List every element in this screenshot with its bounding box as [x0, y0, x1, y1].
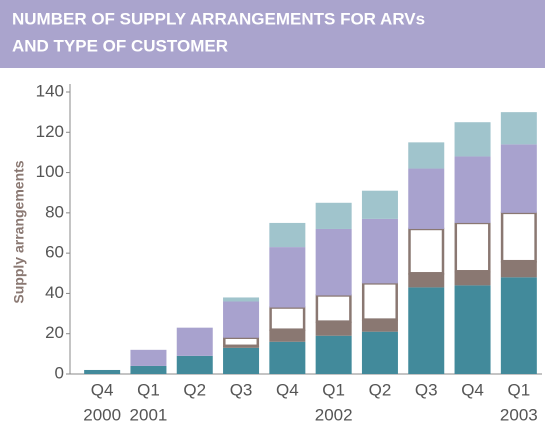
y-tick-label: 40 — [45, 283, 64, 302]
bar-segment — [223, 347, 260, 374]
bar-segment — [269, 247, 306, 308]
bar-segment — [408, 142, 445, 169]
bar-segment — [84, 369, 121, 374]
bar-segment — [130, 349, 167, 366]
x-tick-label: Q4 — [91, 380, 114, 399]
y-tick-label: 100 — [36, 162, 64, 181]
bar-segment — [176, 355, 213, 374]
y-axis-label: Supply arrangements — [11, 160, 27, 303]
year-label: 2000 — [83, 405, 121, 424]
bar-segment — [269, 222, 306, 248]
y-tick-label: 120 — [36, 122, 64, 141]
bar-segment — [361, 218, 398, 284]
bar-segment — [315, 228, 352, 296]
x-tick-label: Q3 — [230, 380, 253, 399]
y-tick-label: 140 — [36, 81, 64, 100]
y-tick-label: 60 — [45, 243, 64, 262]
year-label: 2002 — [315, 405, 353, 424]
bar-segment — [454, 122, 491, 157]
bar-segment — [408, 287, 445, 374]
bar-segment — [500, 144, 537, 213]
bar-segment — [408, 168, 445, 229]
title-band — [0, 0, 545, 68]
chart-title: AND TYPE OF CUSTOMER — [12, 36, 228, 55]
bar-segment — [454, 271, 491, 286]
bar-segment — [408, 227, 445, 275]
year-label: 2003 — [500, 405, 538, 424]
x-tick-label: Q1 — [137, 380, 160, 399]
bar-segment — [500, 261, 537, 278]
x-tick-label: Q2 — [369, 380, 392, 399]
bar-segment — [454, 285, 491, 374]
y-tick-label: 80 — [45, 202, 64, 221]
x-tick-label: Q4 — [276, 380, 299, 399]
year-label: 2001 — [130, 405, 168, 424]
y-tick-label: 20 — [45, 323, 64, 342]
bar-segment — [361, 319, 398, 332]
bar-segment — [500, 277, 537, 374]
bar-segment — [176, 327, 213, 356]
x-tick-label: Q1 — [508, 380, 531, 399]
x-tick-label: Q2 — [183, 380, 206, 399]
chart-title: NUMBER OF SUPPLY ARRANGEMENTS FOR ARVs — [12, 9, 425, 28]
bar-segment — [223, 297, 260, 302]
bar-segment — [454, 156, 491, 223]
bar-segment — [361, 282, 398, 321]
x-tick-label: Q1 — [322, 380, 345, 399]
bar-segment — [500, 211, 537, 263]
bar-segment — [269, 306, 306, 331]
bar-segment — [223, 336, 260, 348]
bar-segment — [361, 190, 398, 219]
bar-segment — [130, 365, 167, 374]
bar-segment — [269, 329, 306, 342]
y-tick-label: 0 — [55, 363, 64, 382]
bar-segment — [269, 341, 306, 374]
x-tick-label: Q4 — [461, 380, 484, 399]
bar-segment — [361, 331, 398, 374]
bar-segment — [223, 301, 260, 338]
bar-segment — [454, 221, 491, 273]
bar-segment — [500, 112, 537, 145]
bar-segment — [315, 202, 352, 229]
bar-segment — [315, 321, 352, 336]
bar-segment — [315, 335, 352, 374]
x-tick-label: Q3 — [415, 380, 438, 399]
bar-segment — [408, 273, 445, 288]
bar-segment — [315, 294, 352, 323]
